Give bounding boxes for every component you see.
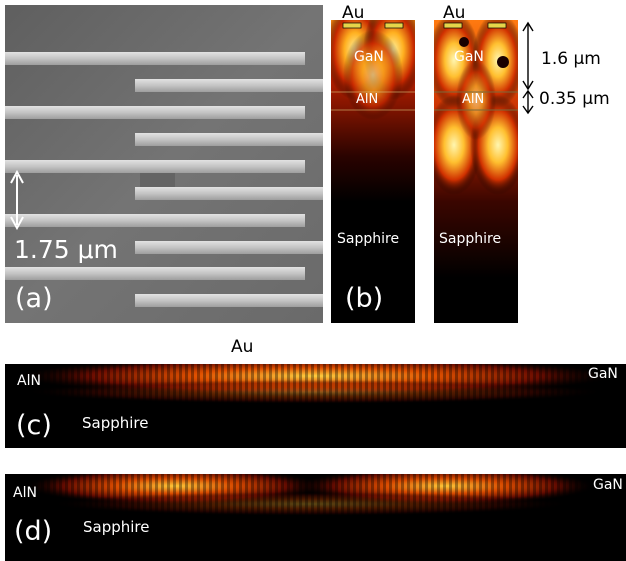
sapphire-label-right: Sapphire — [439, 231, 502, 247]
electrode-finger-short — [135, 133, 323, 146]
electrode-finger-long — [5, 214, 305, 227]
sapphire-label-c: Sapphire — [82, 414, 149, 432]
au-label-c: Au — [231, 337, 254, 357]
panel-d-label: (d) — [14, 516, 53, 547]
electrode-finger-long — [5, 160, 305, 173]
mode-profile-c — [5, 364, 626, 448]
mode-profile-d — [5, 474, 626, 561]
electrode-finger-long — [5, 106, 305, 119]
sem-image — [5, 5, 323, 323]
mode-profile-left — [331, 20, 415, 323]
scale-bar-label: 1.75 μm — [14, 235, 118, 264]
electrode-finger-short — [135, 294, 323, 307]
scale-bar-arrow — [10, 169, 24, 231]
aln-label-c: AlN — [17, 373, 41, 389]
au-electrode-left-1 — [342, 22, 362, 29]
aln-label-right: AlN — [462, 92, 485, 107]
au-label-left: Au — [342, 3, 365, 23]
dimension-arrows — [522, 21, 534, 115]
gan-label-c: GaN — [588, 366, 618, 382]
electrode-finger-short — [135, 241, 323, 254]
panel-a-label: (a) — [15, 283, 53, 314]
gan-label-left: GaN — [354, 49, 384, 65]
au-label-right: Au — [443, 3, 466, 23]
panel-c-label: (c) — [16, 410, 52, 441]
aln-label-left: AlN — [356, 92, 379, 107]
electrode-finger-short — [135, 187, 323, 200]
electrode-finger-long — [5, 267, 305, 280]
sapphire-label-left: Sapphire — [337, 231, 400, 247]
aln-thickness-label: 0.35 μm — [539, 89, 610, 109]
sapphire-label-d: Sapphire — [83, 518, 150, 536]
mode-profile-right — [434, 20, 518, 323]
gan-thickness-label: 1.6 μm — [541, 49, 601, 69]
gan-label-d: GaN — [593, 477, 623, 493]
gan-label-right: GaN — [454, 49, 484, 65]
electrode-finger-long — [5, 52, 305, 65]
au-electrode-left-2 — [384, 22, 404, 29]
au-electrode-right-1 — [443, 22, 463, 29]
aln-label-d: AlN — [13, 485, 37, 501]
au-electrode-right-2 — [487, 22, 507, 29]
panel-b-label: (b) — [345, 283, 384, 314]
electrode-finger-short — [135, 79, 323, 92]
